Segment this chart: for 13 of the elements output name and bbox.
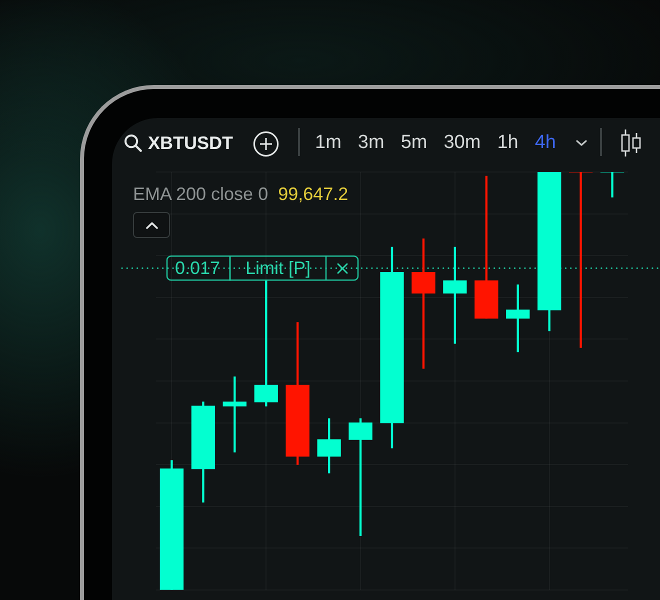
candlestick	[568, 172, 593, 348]
text: 30m	[444, 132, 481, 153]
candlestick	[600, 172, 624, 198]
text: 4h	[534, 132, 556, 153]
chart-title: XBTUSDT	[148, 133, 233, 153]
text: 1m	[315, 132, 342, 153]
text: 5m	[400, 132, 428, 153]
text: 1h	[497, 132, 518, 153]
annotation: 99,647.2	[278, 184, 348, 204]
annotation: 0.017	[175, 258, 220, 278]
text: 3m	[358, 132, 384, 153]
text: EMA 200 close 0	[133, 184, 268, 204]
ref-line-label: Limit [P]	[245, 258, 311, 278]
